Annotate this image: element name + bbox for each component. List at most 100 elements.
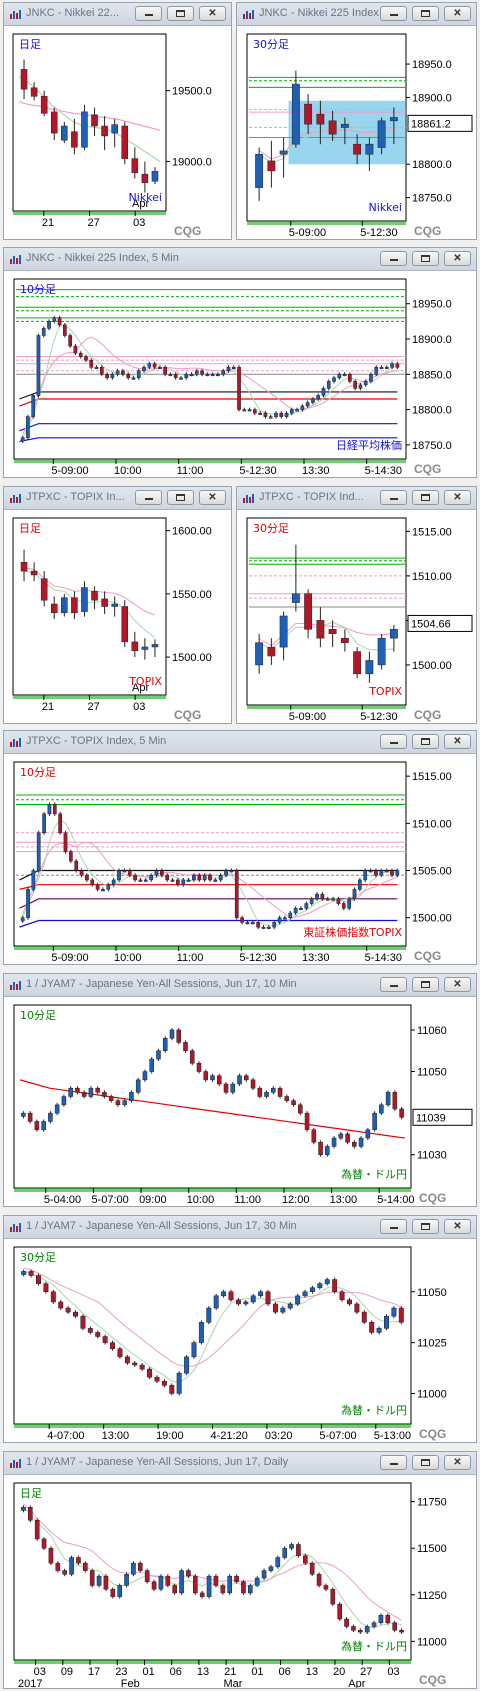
title-bar[interactable]: 1 / JYAM7 - Japanese Yen-All Sessions, J… [4, 974, 476, 997]
candle-body [389, 117, 398, 122]
candle-body [199, 1592, 205, 1597]
chart-window-p5[interactable]: JTPXC - TOPIX Ind...✕1515.001510.001505.… [236, 486, 477, 724]
window-title: JNKC - Nikkei 225 Index, [259, 7, 380, 19]
minimize-button[interactable] [380, 1219, 407, 1234]
candle-body [339, 1291, 345, 1301]
title-bar[interactable]: JTPXC - TOPIX In... ✕ [4, 487, 231, 510]
candle-body [88, 1087, 94, 1097]
candle-body [254, 1577, 260, 1586]
chart-window-p9[interactable]: 1 / JYAM7 - Japanese Yen-All Sessions, J… [3, 1451, 477, 1689]
close-button[interactable]: ✕ [444, 1219, 471, 1234]
price-chart[interactable]: 1515.001510.001505.001500.001504.665-09:… [237, 510, 476, 724]
x-tick-label: 13 [197, 1666, 209, 1678]
minimize-button[interactable] [380, 977, 407, 992]
price-chart[interactable]: 11060 11050 11030 11039 5-04:00 5-07:00 09:00 1… [4, 997, 476, 1207]
window-title: JNKC - Nikkei 22... [26, 7, 119, 19]
candle-body [395, 870, 400, 876]
maximize-button[interactable] [412, 251, 439, 266]
chart-icon [243, 494, 254, 503]
maximize-button[interactable] [412, 977, 439, 992]
candle-body [48, 1112, 53, 1122]
candle-body [331, 898, 335, 901]
close-button[interactable]: ✕ [444, 6, 471, 21]
minimize-button[interactable] [380, 490, 407, 505]
candle-body [264, 1092, 269, 1097]
price-chart[interactable]: 11750 11500 11250 11000 03 09 17 23 01 06 13 21 01 06… [4, 1475, 476, 1689]
x-tick-label: 5-07:00 [319, 1430, 356, 1442]
price-chart[interactable]: 1600.00 1550.00 1500.00 21 27 03 Apr 日足 TOPIX CQG [4, 510, 231, 724]
close-button[interactable]: ✕ [444, 251, 471, 266]
x-tick-label: 11:00 [177, 952, 204, 964]
price-chart[interactable]: 1515.00 1510.00 1505.00 1500.00 5-09:00 10:00… [4, 754, 476, 965]
candle-body [325, 1146, 330, 1155]
close-button[interactable]: ✕ [444, 1455, 471, 1470]
minimize-button[interactable] [380, 251, 407, 266]
minimize-button[interactable] [135, 490, 162, 505]
moving-average-line [258, 117, 395, 164]
minimize-button[interactable] [380, 734, 407, 749]
price-chart[interactable]: 19500.0 19000.0 21 27 03 Apr 日足 Nikkei CQG [4, 26, 231, 240]
timeframe-label: 日足 [19, 522, 41, 535]
candle-body [184, 1356, 190, 1374]
title-bar[interactable]: JTPXC - TOPIX Index, 5 Min ✕ [4, 731, 476, 754]
candle-body [110, 374, 115, 379]
candle-body [344, 1618, 349, 1627]
maximize-button[interactable] [412, 1219, 439, 1234]
close-button[interactable]: ✕ [444, 977, 471, 992]
title-bar[interactable]: 1 / JYAM7 - Japanese Yen-All Sessions, J… [4, 1452, 476, 1475]
candle-body [316, 620, 325, 639]
candle-body [202, 874, 207, 881]
candle-body [69, 1557, 74, 1575]
timeframe-label: 10分足 [20, 1009, 56, 1022]
minimize-button[interactable] [380, 1455, 407, 1470]
candle-body [330, 1588, 336, 1605]
maximize-button[interactable] [412, 1455, 439, 1470]
candle-body [111, 603, 118, 607]
candle-body [165, 874, 170, 881]
title-bar[interactable]: JTPXC - TOPIX Ind... ✕ [237, 487, 476, 510]
candle-body [377, 120, 386, 148]
close-button[interactable]: ✕ [199, 6, 226, 21]
candle-body [52, 804, 57, 815]
close-button[interactable]: ✕ [444, 490, 471, 505]
cqg-logo: CQG [174, 224, 201, 238]
title-bar[interactable]: 1 / JYAM7 - Japanese Yen-All Sessions, J… [4, 1216, 476, 1239]
close-button[interactable]: ✕ [444, 734, 471, 749]
title-bar[interactable]: JNKC - Nikkei 225 Index, ✕ [237, 3, 476, 26]
chart-window-p4[interactable]: JTPXC - TOPIX In... ✕ 1600.00 1550.00 1500.0… [3, 486, 232, 724]
maximize-button[interactable] [412, 734, 439, 749]
chart-window-p1[interactable]: JNKC - Nikkei 22... ✕ 19500.0 19000.0 21 27 03… [3, 2, 232, 240]
title-bar[interactable]: JNKC - Nikkei 225 Index, 5 Min ✕ [4, 248, 476, 271]
candle-body [158, 1575, 164, 1590]
chart-window-p7[interactable]: 1 / JYAM7 - Japanese Yen-All Sessions, J… [3, 973, 477, 1207]
chart-window-p8[interactable]: 1 / JYAM7 - Japanese Yen-All Sessions, J… [3, 1215, 477, 1443]
x-tick-label: 10:00 [187, 1194, 215, 1206]
candle-body [20, 917, 25, 922]
candle-body [255, 153, 264, 188]
candle-body [30, 570, 38, 576]
title-bar[interactable]: JNKC - Nikkei 22... ✕ [4, 3, 231, 26]
candle-body [391, 1307, 397, 1317]
candle-body [41, 1538, 47, 1549]
maximize-button[interactable] [167, 490, 194, 505]
chart-window-p6[interactable]: JTPXC - TOPIX Index, 5 Min ✕ 1515.00 1510.0… [3, 730, 477, 965]
maximize-button[interactable] [412, 490, 439, 505]
candle-body [228, 1291, 234, 1301]
maximize-button[interactable] [412, 6, 439, 21]
price-chart[interactable]: 18950.0 18900.0 18850.0 18800.0 18750.0 5-09:… [4, 271, 476, 478]
candle-body [390, 363, 394, 368]
x-tick-label: 13:30 [302, 952, 330, 964]
y-tick-label: 19500.0 [172, 86, 212, 98]
chart-window-p3[interactable]: JNKC - Nikkei 225 Index, 5 Min ✕ 18950.0 18… [3, 247, 477, 478]
maximize-button[interactable] [167, 6, 194, 21]
candle-body [374, 870, 378, 876]
close-button[interactable]: ✕ [199, 490, 226, 505]
candle-body [325, 898, 330, 901]
minimize-button[interactable] [135, 6, 162, 21]
x-tick-label: 03 [34, 1666, 46, 1678]
chart-window-p2[interactable]: JNKC - Nikkei 225 Index, ✕ 18950.0 18900.0 1… [236, 2, 477, 240]
candle-body [36, 832, 41, 871]
price-chart[interactable]: 11050 11025 11000 4-07:00 13:00 19:00 4-21:20 0… [4, 1239, 476, 1443]
price-chart[interactable]: 18950.0 18900.0 18800.0 18750.0 18861.2 5-09:… [237, 26, 476, 240]
minimize-button[interactable] [380, 6, 407, 21]
